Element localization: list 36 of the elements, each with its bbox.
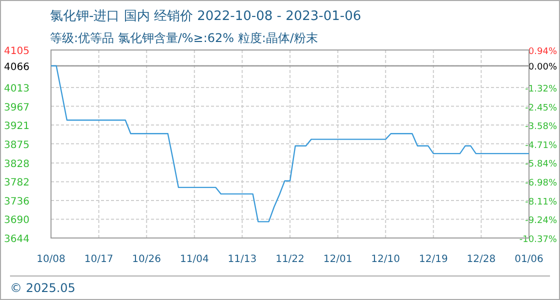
x-tick-label: 12/19	[418, 254, 448, 265]
x-tick-label: 11/22	[276, 254, 304, 265]
y2-tick-label: -8.11%	[525, 197, 558, 208]
y2-tick-label: -9.24%	[525, 216, 558, 226]
x-tick-label: 10/08	[36, 254, 66, 265]
y2-tick-label: 0.94%	[528, 47, 558, 57]
x-tick-label: 12/01	[323, 254, 352, 265]
x-tick-label: 10/26	[132, 254, 162, 265]
y-tick-label: 4105	[4, 46, 30, 57]
y2-tick-label: -5.84%	[525, 160, 558, 170]
y-tick-label: 3782	[4, 178, 30, 189]
y-tick-label: 3921	[4, 121, 30, 132]
y2-tick-label: -4.71%	[525, 140, 558, 151]
title: 氯化钾-进口 国内 经销价 2022-10-08 - 2023-01-06	[50, 9, 362, 24]
y-tick-label: 4013	[4, 84, 30, 95]
y-tick-label: 3690	[4, 215, 30, 226]
y2-tick-label: 0.00%	[528, 62, 558, 73]
x-tick-label: 12/10	[371, 254, 400, 265]
y2-tick-label: -3.58%	[525, 122, 558, 132]
y-tick-label: 3875	[4, 140, 30, 151]
y2-tick-label: -2.45%	[525, 103, 558, 114]
y-tick-label: 3828	[4, 158, 30, 170]
x-tick-label: 10/17	[84, 254, 114, 265]
y-tick-label: 4066	[4, 62, 30, 73]
subtitle: 等级:优等品 氯化钾含量/%≥:62% 粒度:晶体/粉末	[50, 31, 318, 45]
y2-tick-label: -1.32%	[525, 84, 558, 95]
y2-tick-label: -10.37%	[519, 235, 558, 245]
y-tick-label: 3736	[4, 196, 30, 208]
y-tick-label: 3967	[4, 102, 30, 114]
x-tick-label: 11/13	[228, 254, 257, 265]
y-tick-label: 3644	[4, 234, 30, 245]
text: © 2025.05	[10, 281, 76, 295]
x-tick-label: 01/06	[514, 254, 544, 265]
y2-tick-label: -6.98%	[525, 178, 558, 189]
x-tick-label: 11/04	[180, 254, 209, 265]
x-tick-label: 12/28	[466, 254, 496, 265]
